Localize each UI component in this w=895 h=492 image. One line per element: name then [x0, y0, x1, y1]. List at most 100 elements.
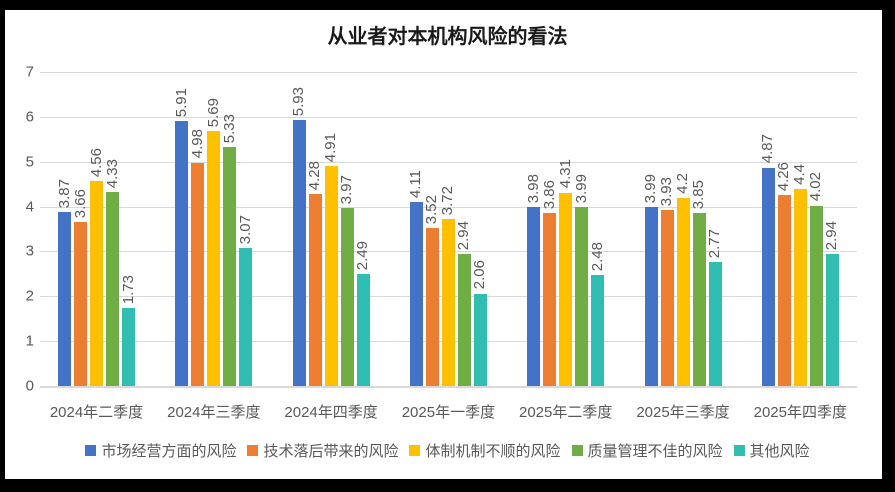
bar-value-label: 2.48: [588, 241, 606, 271]
bar-value-label: 1.73: [119, 275, 137, 305]
chart-title: 从业者对本机构风险的看法: [327, 26, 568, 48]
legend-item: 质量管理不佳的风险: [571, 440, 723, 461]
y-tick-label: 4: [25, 198, 34, 216]
bar-value-label: 3.52: [423, 194, 441, 225]
bar-series3-group7: [793, 188, 807, 386]
legend-label: 技术落后带来的风险: [263, 443, 399, 460]
bar-value-label: 4.98: [188, 129, 206, 159]
gridline: [40, 72, 857, 73]
bar-value-label: 3.87: [55, 179, 73, 209]
bar-value-label: 4.28: [306, 160, 324, 191]
bar-value-label: 3.99: [572, 173, 590, 204]
bar-series4-group2: [223, 146, 237, 386]
bar-series2-group3: [308, 194, 322, 386]
legend-swatch-icon: [733, 445, 745, 456]
bar-series1-group4: [409, 201, 423, 386]
y-tick-label: 0: [25, 377, 34, 395]
bar-value-label: 3.07: [236, 215, 254, 245]
legend-item: 体制机制不顺的风险: [409, 440, 561, 461]
x-axis-label: 2025年二季度: [519, 404, 613, 421]
bar-series4-group3: [340, 207, 354, 386]
bar-value-label: 3.66: [71, 188, 89, 218]
bar-value-label: 3.72: [439, 185, 457, 216]
bar-series1-group7: [761, 167, 775, 386]
bar-value-label: 5.91: [172, 87, 190, 117]
x-axis-label: 2024年三季度: [167, 404, 261, 421]
bar-value-label: 2.94: [823, 220, 841, 251]
legend-label: 其他风险: [749, 443, 810, 460]
bar-value-label: 4.87: [759, 134, 777, 164]
bar-series3-group6: [676, 197, 690, 386]
legend-label: 市场经营方面的风险: [101, 443, 237, 460]
y-tick-label: 6: [25, 108, 34, 126]
legend-item: 技术落后带来的风险: [247, 440, 398, 461]
bar-value-label: 5.93: [290, 86, 308, 116]
bar-value-label: 2.06: [471, 260, 489, 290]
bar-series5-group2: [239, 248, 253, 386]
bar-series2-group4: [425, 228, 439, 386]
bar-value-label: 2.77: [706, 228, 723, 258]
bar-series4-group6: [692, 213, 706, 386]
bar-value-label: 3.97: [338, 174, 356, 204]
bar-value-label: 4.02: [807, 172, 825, 202]
bar-series1-group5: [527, 207, 541, 386]
bar-series1-group2: [175, 120, 189, 386]
bar-series2-group5: [543, 212, 557, 386]
bar-series2-group1: [74, 221, 87, 386]
bar-series5-group4: [473, 293, 487, 386]
legend-swatch-icon: [409, 445, 421, 456]
legend-item: 市场经营方面的风险: [85, 440, 236, 461]
bar-series1-group1: [58, 212, 71, 386]
bar-series3-group4: [441, 219, 455, 386]
y-tick-label: 3: [25, 242, 34, 260]
bar-series5-group6: [708, 261, 722, 386]
bar-series2-group2: [191, 162, 205, 386]
bar-value-label: 3.93: [658, 176, 675, 206]
x-axis-line: [40, 386, 857, 388]
bar-series4-group5: [575, 207, 589, 386]
x-axis-label: 2025年三季度: [636, 404, 730, 421]
bar-value-label: 3.99: [642, 173, 659, 204]
gridline: [40, 161, 857, 163]
legend-swatch-icon: [247, 445, 259, 456]
bar-series3-group3: [324, 165, 338, 386]
legend-label: 体制机制不顺的风险: [425, 443, 561, 460]
bar-series5-group1: [122, 308, 135, 386]
legend-label: 质量管理不佳的风险: [587, 443, 723, 460]
bar-series2-group7: [777, 194, 791, 386]
legend-swatch-icon: [85, 445, 97, 456]
bar-value-label: 3.86: [540, 179, 558, 209]
x-axis-label: 2025年一季度: [401, 404, 496, 421]
bar-series4-group1: [106, 191, 119, 386]
bar-value-label: 3.85: [690, 180, 707, 210]
bar-series3-group5: [559, 192, 573, 386]
bar-series4-group4: [457, 254, 471, 386]
bar-value-label: 4.11: [407, 169, 425, 198]
bar-series4-group7: [809, 205, 823, 386]
x-axis-label: 2024年二季度: [49, 404, 144, 421]
gridline: [40, 116, 857, 118]
x-axis-label: 2025年四季度: [753, 404, 847, 421]
bar-series5-group3: [356, 274, 370, 386]
bar-series1-group3: [292, 119, 306, 386]
bar-series3-group2: [207, 130, 221, 386]
bar-series5-group5: [591, 274, 605, 386]
chart-legend: 市场经营方面的风险 技术落后带来的风险 体制机制不顺的风险 质量管理不佳的风险 其他风险: [0, 440, 895, 461]
legend-item: 其他风险: [733, 440, 810, 461]
y-tick-label: 7: [25, 63, 34, 81]
bar-series5-group7: [825, 254, 839, 386]
bar-value-label: 4.91: [322, 132, 340, 162]
legend-swatch-icon: [571, 445, 583, 456]
bar-series2-group6: [660, 209, 674, 386]
y-tick-label: 2: [25, 287, 34, 305]
bar-value-label: 5.69: [204, 97, 222, 127]
bar-value-label: 4.2: [674, 172, 691, 194]
gridline: [40, 206, 857, 208]
bar-value-label: 4.26: [775, 161, 793, 191]
bar-value-label: 4.33: [103, 158, 121, 188]
y-tick-label: 5: [25, 153, 34, 171]
bar-value-label: 4.31: [556, 159, 574, 189]
bar-value-label: 2.49: [354, 241, 372, 271]
